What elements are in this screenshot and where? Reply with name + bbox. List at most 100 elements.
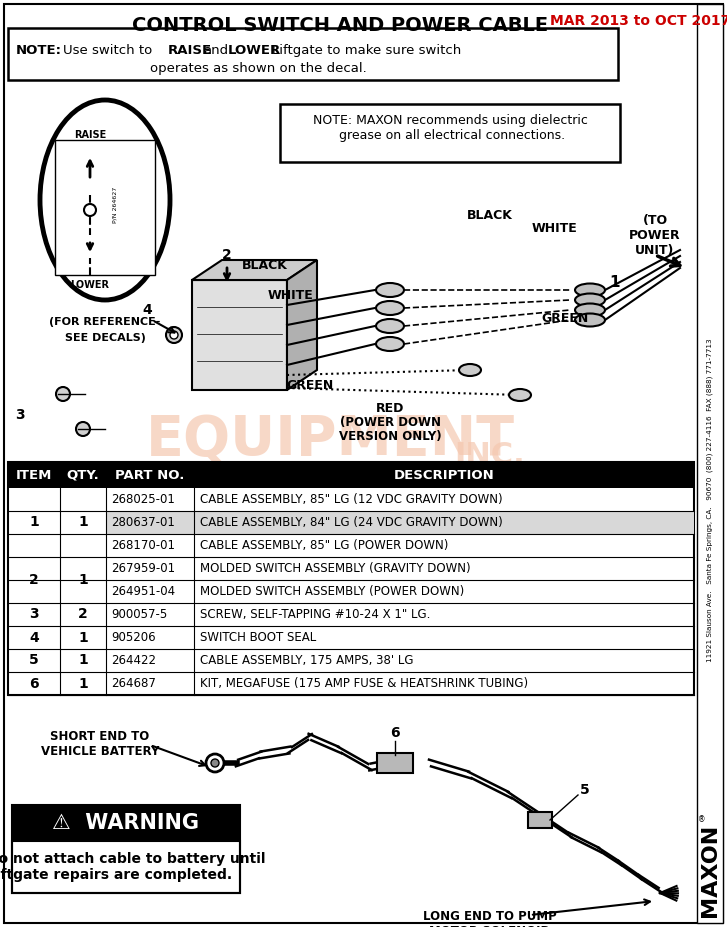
Text: (POWER DOWN: (POWER DOWN	[340, 415, 441, 428]
Text: 11921 Slauson Ave.   Santa Fe Springs, CA.   90670  (800) 227-4116  FAX (888) 77: 11921 Slauson Ave. Santa Fe Springs, CA.…	[707, 338, 713, 662]
Text: MOLDED SWITCH ASSEMBLY (GRAVITY DOWN): MOLDED SWITCH ASSEMBLY (GRAVITY DOWN)	[200, 562, 470, 575]
Bar	[697, 4, 723, 923]
Text: UNIT): UNIT)	[635, 244, 675, 257]
Text: VERSION ONLY): VERSION ONLY)	[339, 429, 441, 442]
Text: POWER: POWER	[629, 228, 680, 242]
Text: Liftgate to make sure switch: Liftgate to make sure switch	[272, 44, 461, 57]
Text: 6: 6	[29, 677, 39, 691]
Text: P/N 264627: P/N 264627	[113, 187, 118, 223]
Text: ®: ®	[698, 816, 706, 824]
Text: KIT, MEGAFUSE (175 AMP FUSE & HEATSHRINK TUBING): KIT, MEGAFUSE (175 AMP FUSE & HEATSHRINK…	[200, 677, 528, 690]
Ellipse shape	[575, 284, 605, 297]
Text: Do not attach cable to battery until
Liftgate repairs are completed.: Do not attach cable to battery until Lif…	[0, 852, 265, 883]
Circle shape	[170, 331, 178, 339]
Text: 1: 1	[78, 677, 88, 691]
Polygon shape	[192, 280, 287, 390]
Text: 268170-01: 268170-01	[111, 539, 175, 552]
Text: 1: 1	[78, 573, 88, 587]
Text: EQUIPMENT: EQUIPMENT	[145, 413, 515, 467]
Text: ITEM: ITEM	[16, 468, 52, 481]
Bar	[12, 841, 240, 893]
Text: 264422: 264422	[111, 654, 156, 667]
Text: CABLE ASSEMBLY, 175 AMPS, 38' LG: CABLE ASSEMBLY, 175 AMPS, 38' LG	[200, 654, 414, 667]
Text: SEE DECALS): SEE DECALS)	[65, 333, 145, 343]
Text: 2: 2	[222, 248, 232, 262]
Bar	[12, 805, 240, 841]
Ellipse shape	[376, 319, 404, 333]
Text: 2: 2	[29, 573, 39, 587]
Text: GREEN: GREEN	[286, 378, 334, 391]
Text: 1: 1	[78, 630, 88, 644]
Text: 268025-01: 268025-01	[111, 493, 175, 506]
Ellipse shape	[575, 303, 605, 316]
Circle shape	[76, 422, 90, 436]
Text: GREEN: GREEN	[542, 311, 589, 324]
Text: CONTROL SWITCH AND POWER CABLE: CONTROL SWITCH AND POWER CABLE	[132, 16, 548, 35]
Circle shape	[211, 759, 219, 767]
Text: INC.: INC.	[454, 440, 526, 469]
Polygon shape	[192, 260, 317, 280]
Text: BLACK: BLACK	[242, 259, 288, 272]
Text: 5: 5	[580, 783, 590, 797]
Ellipse shape	[575, 313, 605, 326]
Bar	[55, 140, 155, 275]
Text: (FOR REFERENCE-: (FOR REFERENCE-	[49, 317, 161, 327]
Text: ⚠  WARNING: ⚠ WARNING	[52, 813, 199, 833]
Text: 5: 5	[29, 654, 39, 667]
Text: MOLDED SWITCH ASSEMBLY (POWER DOWN): MOLDED SWITCH ASSEMBLY (POWER DOWN)	[200, 585, 465, 598]
Bar	[528, 812, 552, 828]
Text: CABLE ASSEMBLY, 85" LG (POWER DOWN): CABLE ASSEMBLY, 85" LG (POWER DOWN)	[200, 539, 449, 552]
Text: DESCRIPTION: DESCRIPTION	[393, 468, 494, 481]
Ellipse shape	[575, 294, 605, 307]
Text: 1: 1	[78, 654, 88, 667]
Circle shape	[84, 204, 96, 216]
Text: 3: 3	[29, 607, 39, 621]
Circle shape	[166, 327, 182, 343]
Ellipse shape	[509, 389, 531, 401]
Text: 264951-04: 264951-04	[111, 585, 175, 598]
Ellipse shape	[459, 364, 481, 376]
Text: Use switch to: Use switch to	[63, 44, 152, 57]
Text: NOTE: MAXON recommends using dielectric
 grease on all electrical connections.: NOTE: MAXON recommends using dielectric …	[313, 114, 587, 142]
Text: SCREW, SELF-TAPPING #10-24 X 1" LG.: SCREW, SELF-TAPPING #10-24 X 1" LG.	[200, 608, 430, 621]
Text: RAISE: RAISE	[74, 130, 106, 140]
Bar	[106, 511, 694, 534]
Text: MAXON: MAXON	[700, 823, 720, 917]
Text: WHITE: WHITE	[532, 222, 578, 235]
Text: SWITCH BOOT SEAL: SWITCH BOOT SEAL	[200, 631, 316, 644]
Text: operates as shown on the decal.: operates as shown on the decal.	[150, 61, 366, 74]
Bar	[12, 805, 240, 893]
Text: RAISE: RAISE	[168, 44, 212, 57]
Text: BLACK: BLACK	[467, 209, 513, 222]
Text: 280637-01: 280637-01	[111, 516, 175, 529]
Text: 2: 2	[78, 607, 88, 621]
Text: RED: RED	[376, 401, 404, 414]
Text: 264687: 264687	[111, 677, 156, 690]
Bar	[8, 462, 694, 488]
Text: and: and	[203, 44, 228, 57]
Bar	[377, 753, 413, 773]
Text: (TO: (TO	[643, 213, 667, 226]
Text: 905206: 905206	[111, 631, 156, 644]
Text: PART NO.: PART NO.	[116, 468, 185, 481]
Text: 3: 3	[15, 408, 25, 422]
Text: CABLE ASSEMBLY, 84" LG (24 VDC GRAVITY DOWN): CABLE ASSEMBLY, 84" LG (24 VDC GRAVITY D…	[200, 516, 503, 529]
Bar	[280, 104, 620, 162]
Text: LONG END TO PUMP
MOTOR SOLENOID: LONG END TO PUMP MOTOR SOLENOID	[423, 910, 557, 927]
Ellipse shape	[376, 337, 404, 351]
Circle shape	[56, 387, 70, 401]
Text: 1: 1	[78, 515, 88, 529]
Text: 4: 4	[29, 630, 39, 644]
Text: WHITE: WHITE	[267, 288, 313, 301]
Ellipse shape	[40, 100, 170, 300]
Text: CABLE ASSEMBLY, 85" LG (12 VDC GRAVITY DOWN): CABLE ASSEMBLY, 85" LG (12 VDC GRAVITY D…	[200, 493, 502, 506]
Text: QTY.: QTY.	[67, 468, 100, 481]
Bar	[8, 462, 694, 695]
Text: 6: 6	[390, 726, 400, 740]
Polygon shape	[287, 260, 317, 390]
Text: 1: 1	[29, 515, 39, 529]
Text: LOWER: LOWER	[71, 280, 110, 290]
Bar	[8, 28, 618, 80]
Circle shape	[206, 754, 224, 772]
Ellipse shape	[376, 283, 404, 297]
